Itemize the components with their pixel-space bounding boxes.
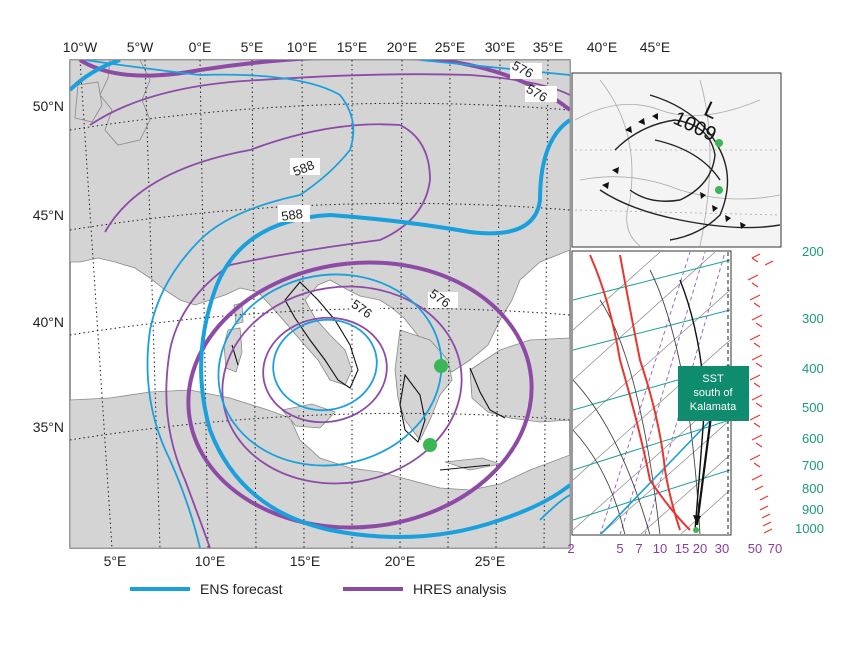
pressure-label: 600	[802, 431, 824, 446]
lat-label: 35°N	[33, 419, 64, 435]
pressure-label: 700	[802, 458, 824, 473]
lon-label: 25°E	[475, 553, 506, 569]
wind-barbs	[747, 253, 774, 534]
latitude-labels: 50°N 45°N 40°N 35°N	[33, 98, 64, 435]
lon-label: 15°E	[290, 553, 321, 569]
temperature-tick: 10	[653, 541, 667, 556]
sst-annotation: SST south of Kalamata	[678, 366, 749, 421]
pressure-label: 800	[802, 481, 824, 496]
temperature-tick: 20	[693, 541, 707, 556]
lon-label: 30°E	[485, 39, 516, 55]
sst-annotation-line: SST	[702, 373, 724, 385]
lon-label: 20°E	[385, 553, 416, 569]
pressure-label: 900	[802, 502, 824, 517]
lon-label: 0°E	[189, 39, 212, 55]
inset-station-dot	[715, 139, 723, 147]
hres-contours	[78, 60, 570, 548]
lon-label: 5°W	[127, 39, 154, 55]
pressure-label: 500	[802, 400, 824, 415]
pressure-label: 300	[802, 311, 824, 326]
pressure-label: 200	[802, 244, 824, 259]
lon-label: 10°E	[287, 39, 318, 55]
legend-label-hres: HRES analysis	[413, 581, 506, 597]
sst-dot	[693, 527, 699, 533]
ens-contours	[70, 60, 570, 548]
inset-station-dot	[715, 186, 723, 194]
sst-annotation-line: Kalamata	[690, 401, 737, 413]
lon-label: 15°E	[337, 39, 368, 55]
lon-label: 10°E	[195, 553, 226, 569]
pressure-label: 1000	[795, 521, 824, 536]
land-greece	[394, 329, 453, 441]
temperature-tick: 5	[616, 541, 623, 556]
main-map: 576 576 588 588 576 576 10°W 5°W 0°E 5°E…	[33, 39, 671, 569]
lat-label: 45°N	[33, 207, 64, 223]
lon-label: 5°E	[104, 553, 127, 569]
land-turkey	[469, 337, 570, 423]
lon-label: 45°E	[640, 39, 671, 55]
temperature-tick-labels: 2 5 7 10 15 20 30 50 70	[567, 541, 782, 556]
temperature-tick: 2	[567, 541, 574, 556]
temperature-tick: 70	[768, 541, 782, 556]
temperature-tick: 30	[715, 541, 729, 556]
lat-label: 40°N	[33, 314, 64, 330]
temperature-tick: 7	[635, 541, 642, 556]
lat-label: 50°N	[33, 98, 64, 114]
sst-annotation-line: south of	[693, 387, 733, 399]
inset-synoptic-chart: L 1009	[571, 72, 782, 248]
lon-label: 35°E	[533, 39, 564, 55]
top-longitude-labels: 10°W 5°W 0°E 5°E 10°E 15°E 20°E 25°E 30°…	[63, 39, 670, 55]
contour-label-group: 576 576 588 588 576 576	[278, 58, 557, 321]
lon-label: 10°W	[63, 39, 98, 55]
legend-label-ens: ENS forecast	[200, 581, 283, 597]
pressure-level-labels: 200 300 400 500 600 700 800 900 1000	[795, 244, 824, 536]
station-dot-north	[434, 359, 448, 373]
temperature-tick: 50	[748, 541, 762, 556]
station-dot-south	[423, 438, 437, 452]
lon-label: 20°E	[387, 39, 418, 55]
bottom-longitude-labels: 5°E 10°E 15°E 20°E 25°E	[104, 553, 506, 569]
lon-label: 40°E	[587, 39, 618, 55]
lon-label: 5°E	[241, 39, 264, 55]
contour-label: 588	[280, 206, 304, 224]
legend: ENS forecast HRES analysis	[130, 581, 506, 597]
skewt-diagram: SST south of Kalamata 200 300 400 500 60…	[567, 244, 824, 556]
lon-label: 25°E	[435, 39, 466, 55]
temperature-tick: 15	[675, 541, 689, 556]
pressure-label: 400	[802, 361, 824, 376]
